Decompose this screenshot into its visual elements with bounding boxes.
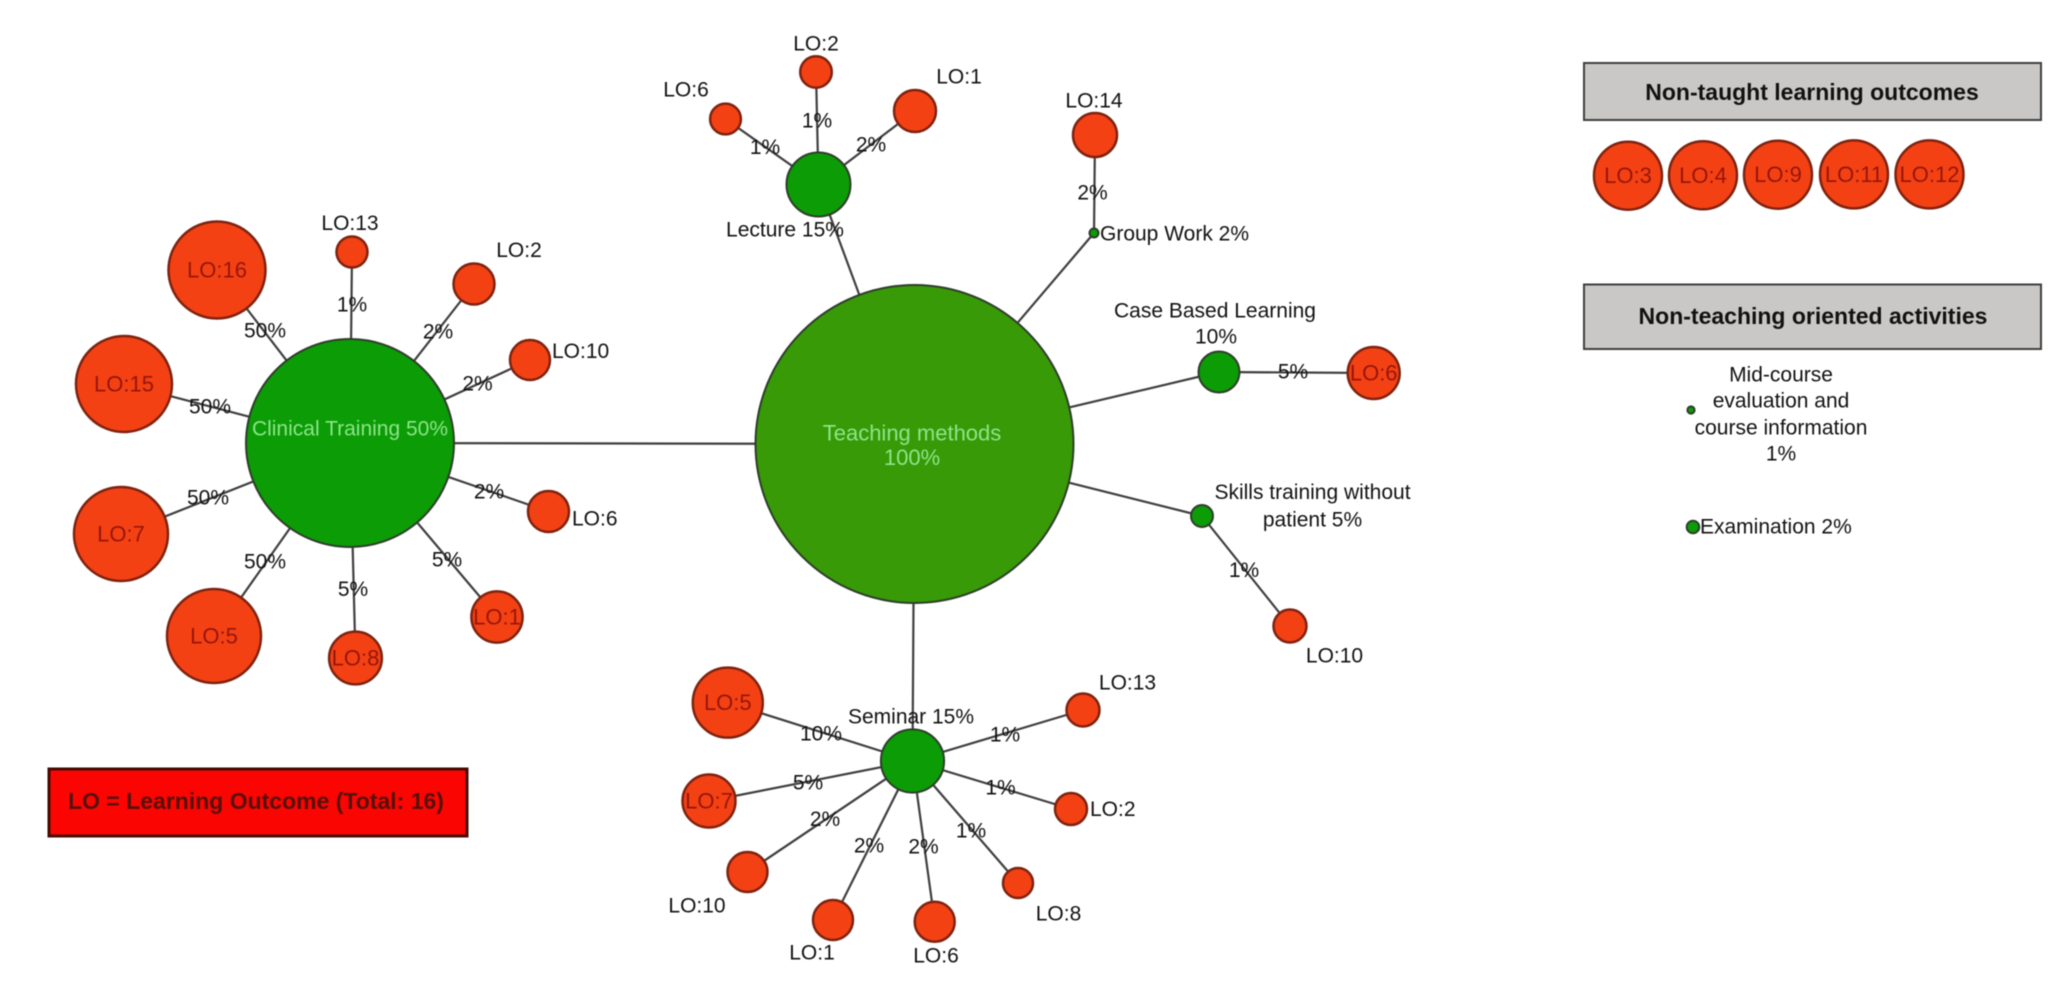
svg-text:1%: 1% bbox=[1766, 443, 1796, 466]
svg-text:LO:12: LO:12 bbox=[1900, 162, 1960, 187]
svg-text:LO:1: LO:1 bbox=[789, 942, 835, 965]
svg-text:LO:6: LO:6 bbox=[572, 508, 618, 531]
svg-text:LO:6: LO:6 bbox=[913, 945, 959, 968]
svg-text:2%: 2% bbox=[462, 373, 492, 396]
svg-text:LO:8: LO:8 bbox=[332, 646, 380, 671]
svg-text:LO:2: LO:2 bbox=[1090, 798, 1136, 821]
svg-text:LO:16: LO:16 bbox=[187, 258, 247, 283]
svg-text:5%: 5% bbox=[1278, 361, 1308, 384]
svg-text:Seminar 15%: Seminar 15% bbox=[848, 706, 974, 729]
svg-text:2%: 2% bbox=[810, 808, 840, 831]
svg-text:LO:6: LO:6 bbox=[663, 79, 709, 102]
svg-text:LO:2: LO:2 bbox=[793, 33, 839, 56]
svg-text:Clinical Training 50%: Clinical Training 50% bbox=[252, 418, 448, 441]
svg-text:2%: 2% bbox=[1077, 182, 1107, 205]
svg-text:LO:3: LO:3 bbox=[1604, 163, 1652, 188]
svg-text:LO:10: LO:10 bbox=[668, 895, 725, 918]
svg-text:LO:10: LO:10 bbox=[552, 340, 609, 363]
svg-text:LO:11: LO:11 bbox=[1825, 162, 1883, 187]
svg-text:1%: 1% bbox=[337, 294, 367, 317]
svg-text:2%: 2% bbox=[854, 835, 884, 858]
svg-text:1%: 1% bbox=[990, 724, 1020, 747]
svg-text:50%: 50% bbox=[244, 320, 286, 343]
svg-text:LO:15: LO:15 bbox=[94, 372, 154, 397]
svg-text:100%: 100% bbox=[884, 445, 940, 470]
svg-text:10%: 10% bbox=[800, 723, 842, 746]
svg-text:1%: 1% bbox=[985, 777, 1015, 800]
svg-text:LO:7: LO:7 bbox=[685, 789, 733, 814]
svg-text:course information: course information bbox=[1695, 417, 1868, 440]
svg-text:5%: 5% bbox=[338, 578, 368, 601]
svg-text:LO:6: LO:6 bbox=[1350, 361, 1398, 386]
svg-text:50%: 50% bbox=[244, 551, 286, 574]
svg-text:LO:13: LO:13 bbox=[1099, 672, 1156, 695]
svg-text:1%: 1% bbox=[1229, 559, 1259, 582]
svg-text:50%: 50% bbox=[187, 487, 229, 510]
svg-text:LO:13: LO:13 bbox=[321, 212, 378, 235]
svg-text:Examination 2%: Examination 2% bbox=[1700, 516, 1852, 539]
svg-text:Mid-course: Mid-course bbox=[1729, 364, 1833, 387]
svg-text:LO:1: LO:1 bbox=[936, 66, 982, 89]
svg-text:5%: 5% bbox=[793, 772, 823, 795]
svg-text:LO = Learning Outcome (Total:: LO = Learning Outcome (Total: 16) bbox=[68, 788, 444, 814]
svg-text:10%: 10% bbox=[1195, 326, 1237, 349]
svg-text:LO:8: LO:8 bbox=[1036, 903, 1082, 926]
svg-text:50%: 50% bbox=[189, 396, 231, 419]
svg-text:2%: 2% bbox=[908, 836, 938, 859]
svg-text:2%: 2% bbox=[856, 134, 886, 157]
svg-text:5%: 5% bbox=[432, 549, 462, 572]
svg-text:Non-taught learning outcomes: Non-taught learning outcomes bbox=[1645, 79, 1979, 105]
svg-text:LO:9: LO:9 bbox=[1754, 162, 1802, 187]
svg-text:LO:1: LO:1 bbox=[473, 605, 521, 630]
svg-text:LO:5: LO:5 bbox=[704, 690, 752, 715]
svg-text:Lecture 15%: Lecture 15% bbox=[726, 219, 844, 242]
svg-text:1%: 1% bbox=[802, 110, 832, 133]
svg-text:LO:10: LO:10 bbox=[1306, 645, 1363, 668]
svg-text:Non-teaching oriented activiti: Non-teaching oriented activities bbox=[1639, 303, 1988, 329]
svg-text:2%: 2% bbox=[423, 321, 453, 344]
svg-text:1%: 1% bbox=[956, 820, 986, 843]
svg-text:1%: 1% bbox=[750, 136, 780, 159]
svg-text:LO:5: LO:5 bbox=[190, 624, 238, 649]
svg-text:Teaching methods: Teaching methods bbox=[823, 421, 1002, 446]
svg-text:LO:4: LO:4 bbox=[1679, 163, 1727, 188]
svg-text:2%: 2% bbox=[474, 481, 504, 504]
svg-text:patient 5%: patient 5% bbox=[1263, 509, 1362, 532]
svg-text:evaluation and: evaluation and bbox=[1713, 390, 1850, 413]
svg-text:Case Based Learning: Case Based Learning bbox=[1114, 300, 1316, 323]
svg-text:LO:2: LO:2 bbox=[496, 239, 542, 262]
svg-text:Group Work 2%: Group Work 2% bbox=[1100, 223, 1249, 246]
svg-text:Skills training without: Skills training without bbox=[1214, 481, 1410, 504]
svg-text:LO:14: LO:14 bbox=[1065, 90, 1123, 113]
svg-text:LO:7: LO:7 bbox=[97, 522, 145, 547]
